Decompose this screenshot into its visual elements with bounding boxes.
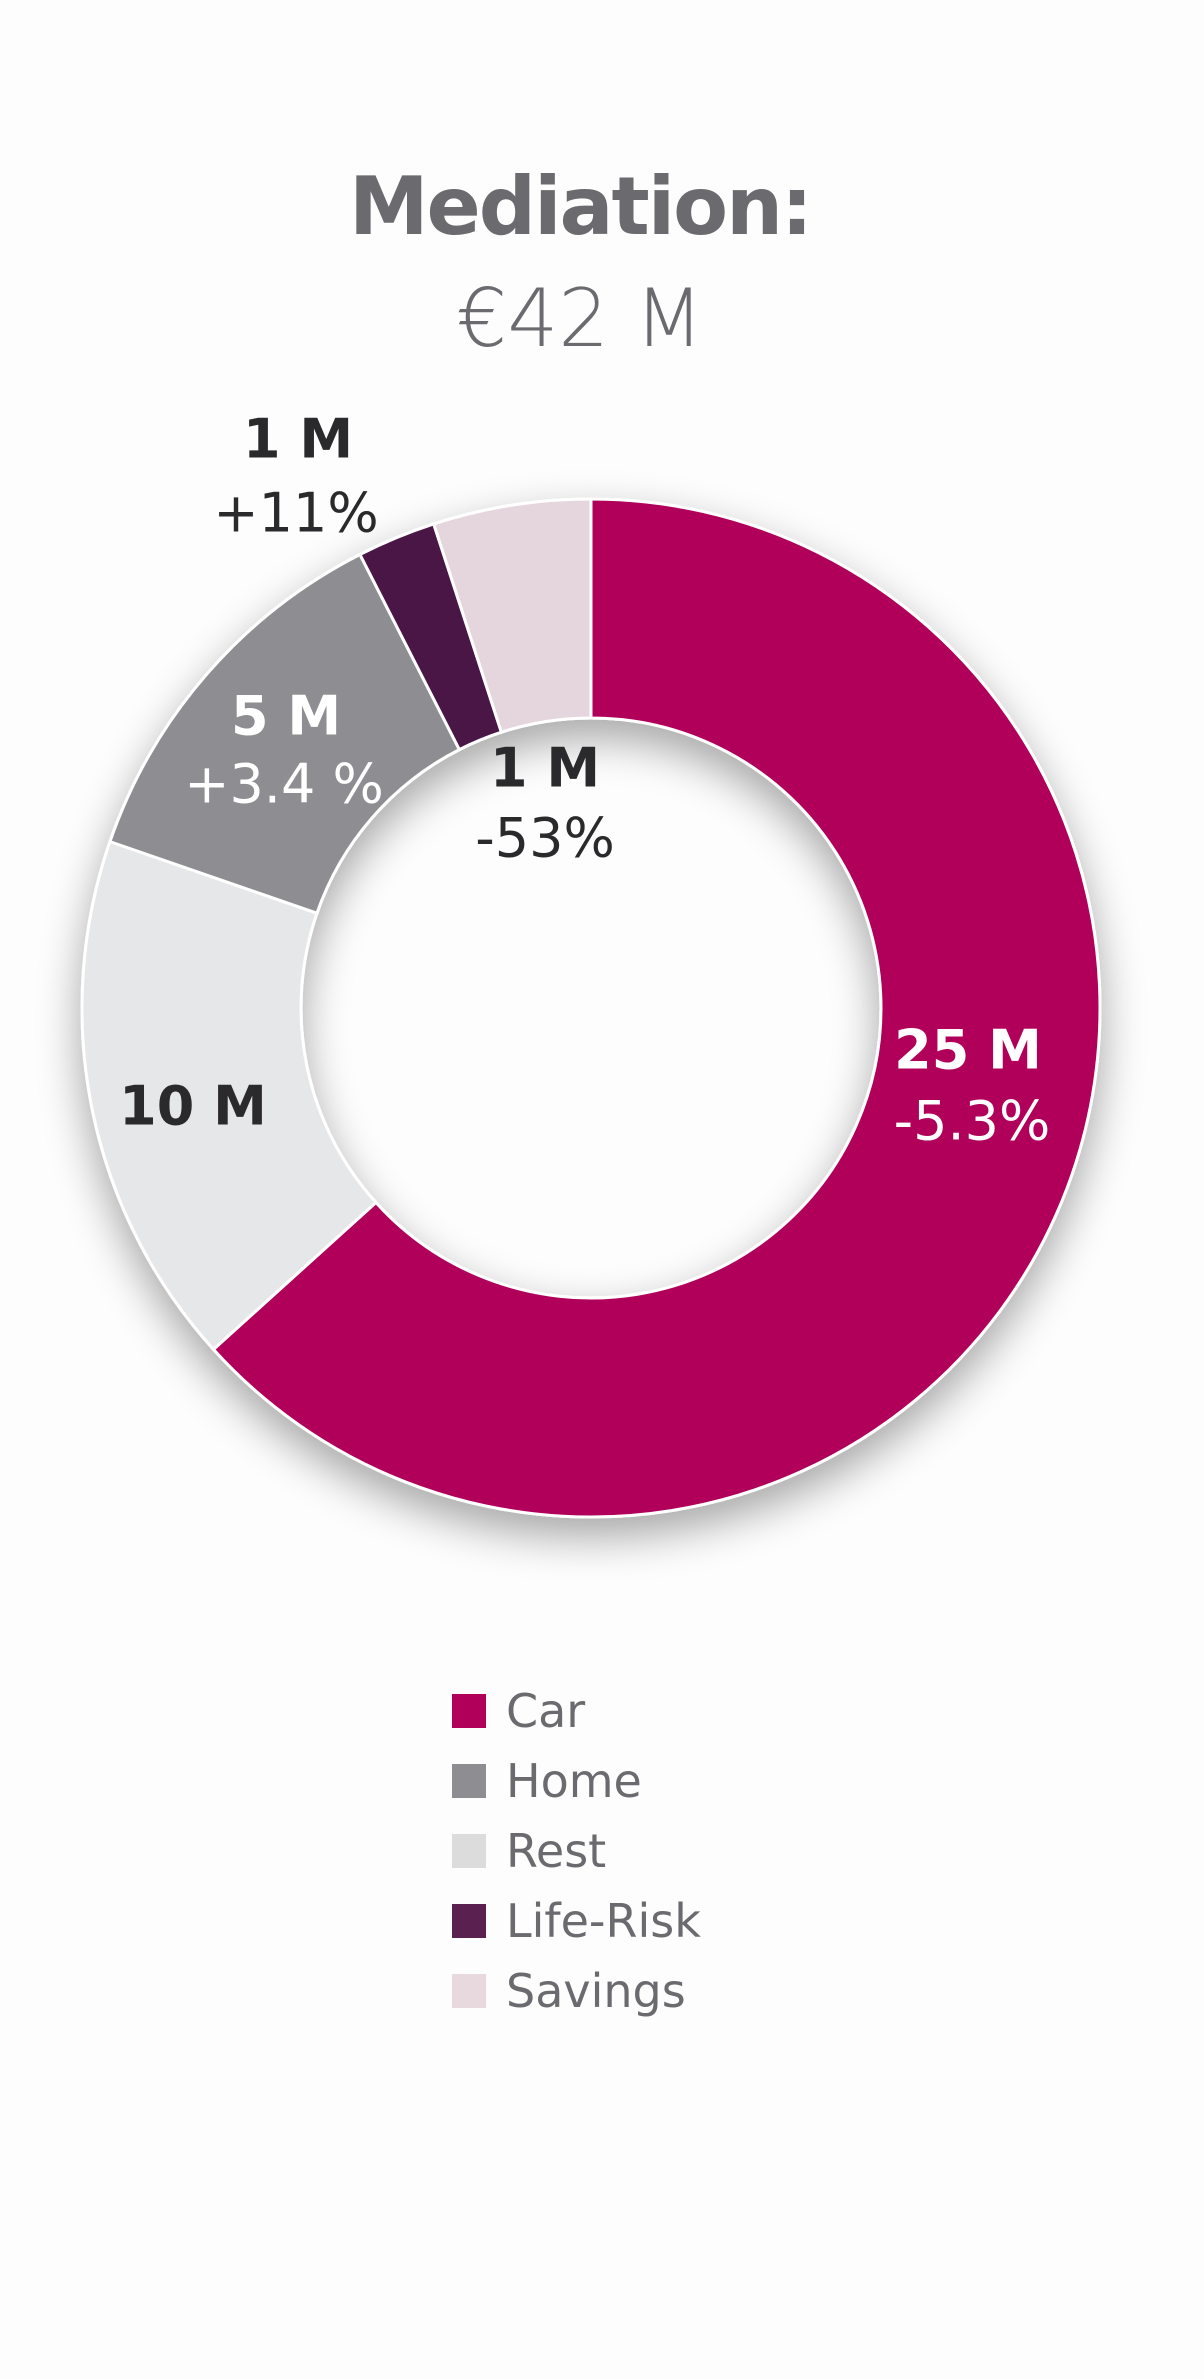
label-home-value: 5 M bbox=[230, 684, 342, 748]
legend-swatch bbox=[452, 1974, 486, 2008]
label-savings-value: 1 M bbox=[489, 736, 601, 800]
legend-item-home: Home bbox=[452, 1746, 701, 1816]
legend-swatch bbox=[452, 1764, 486, 1798]
label-savings-change: -53% bbox=[475, 806, 615, 870]
slice-car bbox=[211, 497, 1102, 1519]
legend-item-car: Car bbox=[452, 1676, 701, 1746]
legend-label: Home bbox=[506, 1754, 642, 1808]
chart-title: Mediation: bbox=[348, 160, 813, 253]
legend-label: Rest bbox=[506, 1824, 607, 1878]
label-car-change: -5.3% bbox=[893, 1089, 1051, 1153]
label-rest-value: 10 M bbox=[119, 1074, 267, 1138]
donut-chart bbox=[80, 497, 1102, 1519]
legend-label: Car bbox=[506, 1684, 586, 1738]
legend-label: Life-Risk bbox=[506, 1894, 701, 1948]
slice-home bbox=[108, 552, 462, 916]
legend-item-rest: Rest bbox=[452, 1816, 701, 1886]
legend: Car Home Rest Life-Risk Savings bbox=[452, 1676, 701, 2026]
legend-item-savings: Savings bbox=[452, 1956, 701, 2026]
slice-rest bbox=[80, 839, 379, 1352]
label-home-change: +3.4 % bbox=[184, 752, 384, 816]
chart-total: €42 M bbox=[456, 272, 704, 365]
legend-item-life-risk: Life-Risk bbox=[452, 1886, 701, 1956]
legend-swatch bbox=[452, 1694, 486, 1728]
label-life-risk-change: +11% bbox=[213, 481, 379, 545]
legend-swatch bbox=[452, 1834, 486, 1868]
slice-savings bbox=[431, 497, 593, 735]
label-car-value: 25 M bbox=[894, 1018, 1042, 1082]
legend-label: Savings bbox=[506, 1964, 686, 2018]
label-life-risk-value: 1 M bbox=[242, 407, 354, 471]
legend-swatch bbox=[452, 1904, 486, 1938]
